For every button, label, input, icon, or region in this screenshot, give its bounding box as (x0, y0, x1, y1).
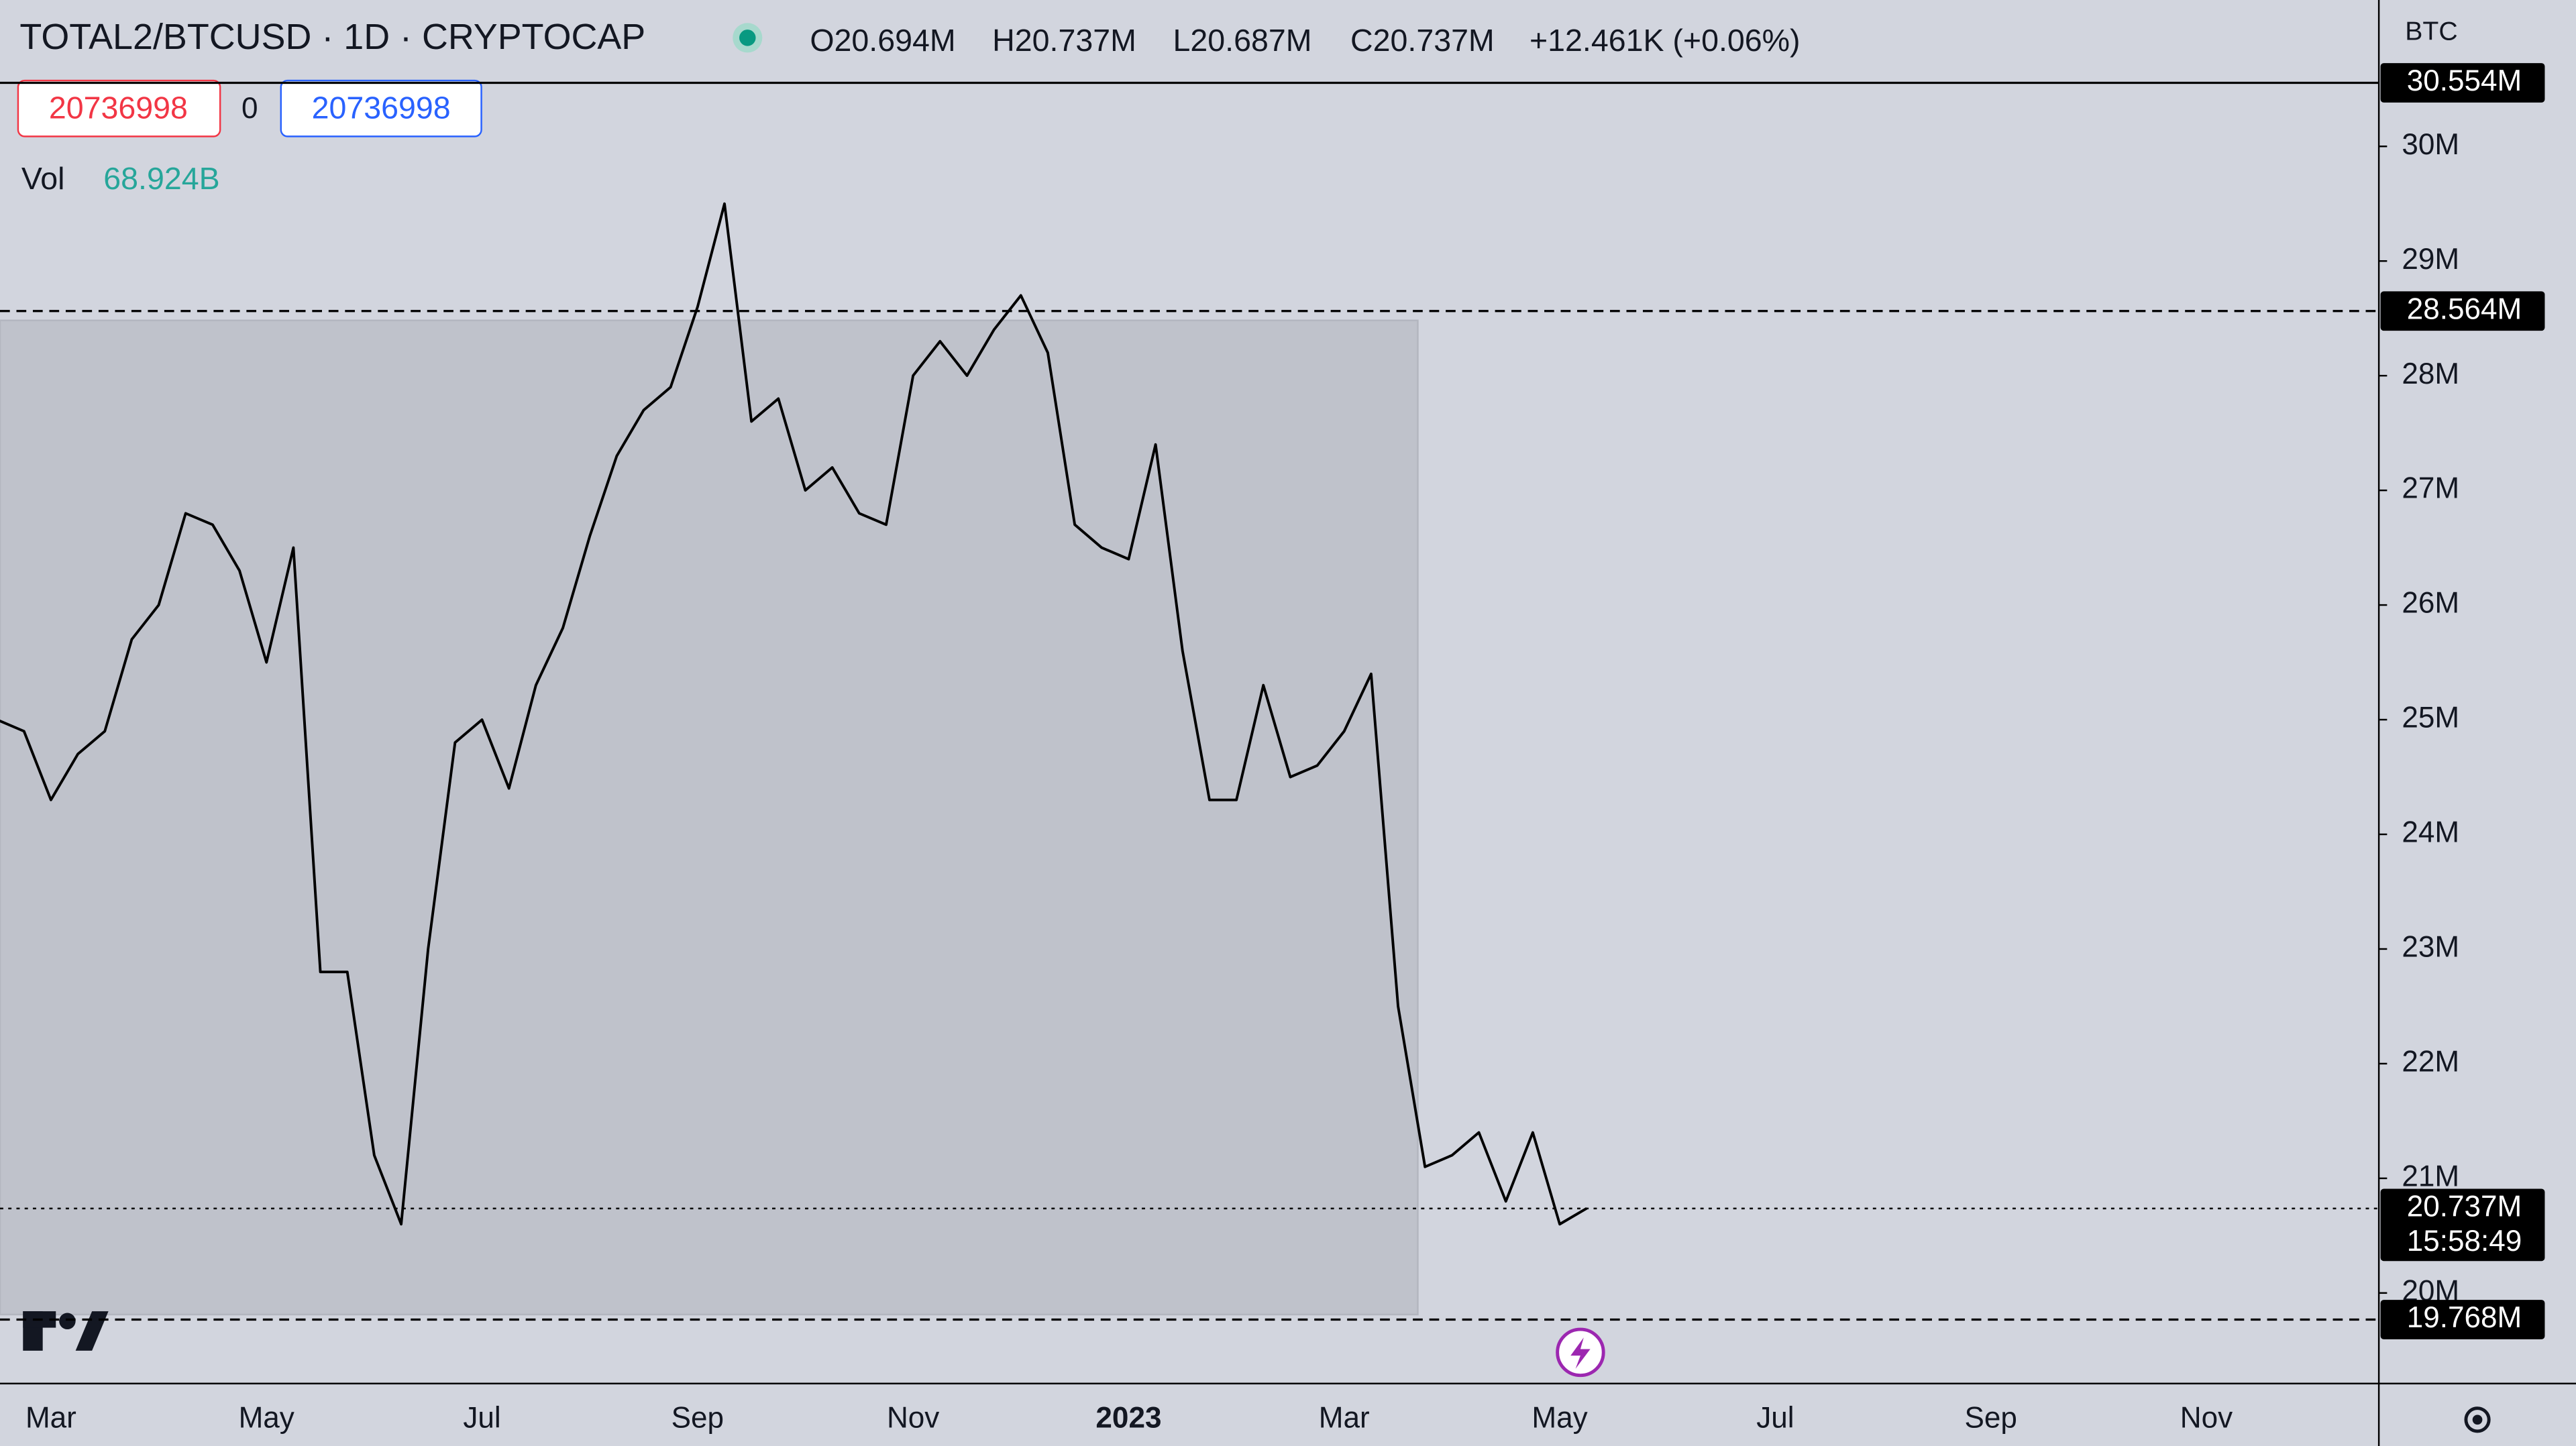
y-tick-label: 24M (2402, 816, 2459, 849)
x-tick-label: Sep (672, 1401, 724, 1434)
y-tick-label: 22M (2402, 1046, 2459, 1078)
spread: 0 (241, 92, 258, 125)
y-tick-label: 30M (2402, 128, 2459, 161)
shaded-range (0, 319, 1419, 1316)
y-tick-label: 29M (2402, 243, 2459, 276)
x-tick-label: May (239, 1401, 294, 1434)
price-label: 20.737M (2407, 1190, 2522, 1223)
price-label: 28.564M (2407, 292, 2522, 325)
logo-part (59, 1313, 76, 1330)
settings-icon[interactable] (2464, 1406, 2491, 1433)
x-tick-label: Nov (887, 1401, 939, 1434)
status-dot (739, 30, 756, 46)
y-tick-label: 28M (2402, 357, 2459, 390)
price-label: 30.554M (2407, 64, 2522, 97)
volume-label: Vol (21, 161, 65, 196)
ohlc-high: H20.737M (992, 23, 1136, 58)
volume-value: 68.924B (103, 161, 219, 196)
y-tick-label: 23M (2402, 931, 2459, 964)
gear (2464, 1406, 2491, 1433)
x-tick-label: 2023 (1095, 1401, 1161, 1434)
x-tick-label: Jul (463, 1401, 500, 1434)
ohlc-low: L20.687M (1173, 23, 1312, 58)
y-tick-label: 25M (2402, 702, 2459, 734)
symbol: TOTAL2/BTCUSD · 1D · CRYPTOCAP (19, 17, 645, 57)
x-tick-label: Mar (25, 1401, 76, 1434)
price-label-box (2380, 1188, 2545, 1262)
price-label-box (2380, 291, 2545, 331)
ohlc-close: C20.737M (1350, 23, 1495, 58)
x-tick-label: Nov (2180, 1401, 2233, 1434)
price-label-box (2380, 63, 2545, 103)
x-tick-label: Jul (1756, 1401, 1794, 1434)
x-tick-label: Sep (1964, 1401, 2017, 1434)
flash-bolt (1570, 1337, 1591, 1369)
x-tick-label: Mar (1319, 1401, 1370, 1434)
logo-part (75, 1311, 109, 1351)
currency: BTC (2405, 17, 2457, 46)
buy-price[interactable]: 20736998 (312, 90, 451, 125)
sell-button[interactable] (17, 79, 221, 137)
ohlc-open: O20.694M (810, 23, 955, 58)
sell-price[interactable]: 20736998 (49, 90, 188, 125)
price-label-box (2380, 1300, 2545, 1339)
gear-hub (2472, 1414, 2483, 1425)
y-tick-label: 27M (2402, 472, 2459, 505)
y-tick-label: 21M (2402, 1160, 2459, 1193)
countdown: 15:58:49 (2407, 1225, 2522, 1258)
ohlc-change: +12.461K (+0.06%) (1529, 23, 1800, 58)
x-tick-label: May (1532, 1401, 1587, 1434)
price-label: 19.768M (2407, 1301, 2522, 1334)
y-tick-label: 26M (2402, 587, 2459, 620)
buy-button[interactable] (280, 79, 482, 137)
price-line (0, 202, 1588, 1226)
